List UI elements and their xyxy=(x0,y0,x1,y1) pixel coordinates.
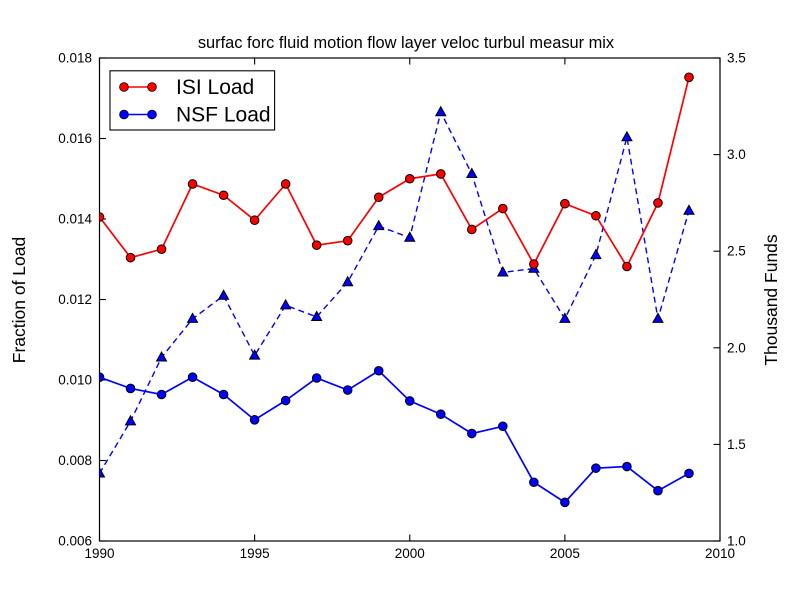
svg-text:0.016: 0.016 xyxy=(58,131,92,146)
svg-text:NSF Load: NSF Load xyxy=(176,104,271,127)
svg-text:1995: 1995 xyxy=(240,546,270,561)
svg-text:3.5: 3.5 xyxy=(727,51,746,66)
svg-text:3.0: 3.0 xyxy=(727,147,746,162)
svg-text:0.008: 0.008 xyxy=(58,453,92,468)
svg-text:surfac forc fluid motion flow: surfac forc fluid motion flow layer velo… xyxy=(198,34,615,52)
svg-text:2.5: 2.5 xyxy=(727,244,746,259)
svg-text:0.014: 0.014 xyxy=(58,212,92,227)
svg-text:1990: 1990 xyxy=(84,546,114,561)
svg-text:0.010: 0.010 xyxy=(58,373,92,388)
svg-text:ISI Load: ISI Load xyxy=(176,76,254,99)
svg-text:2005: 2005 xyxy=(550,546,580,561)
svg-text:2010: 2010 xyxy=(705,546,735,561)
svg-text:1.5: 1.5 xyxy=(727,437,746,452)
svg-text:2.0: 2.0 xyxy=(727,340,746,355)
svg-text:Thousand Funds: Thousand Funds xyxy=(761,234,781,366)
svg-text:0.018: 0.018 xyxy=(58,51,92,66)
svg-text:0.012: 0.012 xyxy=(58,292,92,307)
svg-text:2000: 2000 xyxy=(395,546,425,561)
svg-text:Fraction of Load: Fraction of Load xyxy=(9,237,29,363)
